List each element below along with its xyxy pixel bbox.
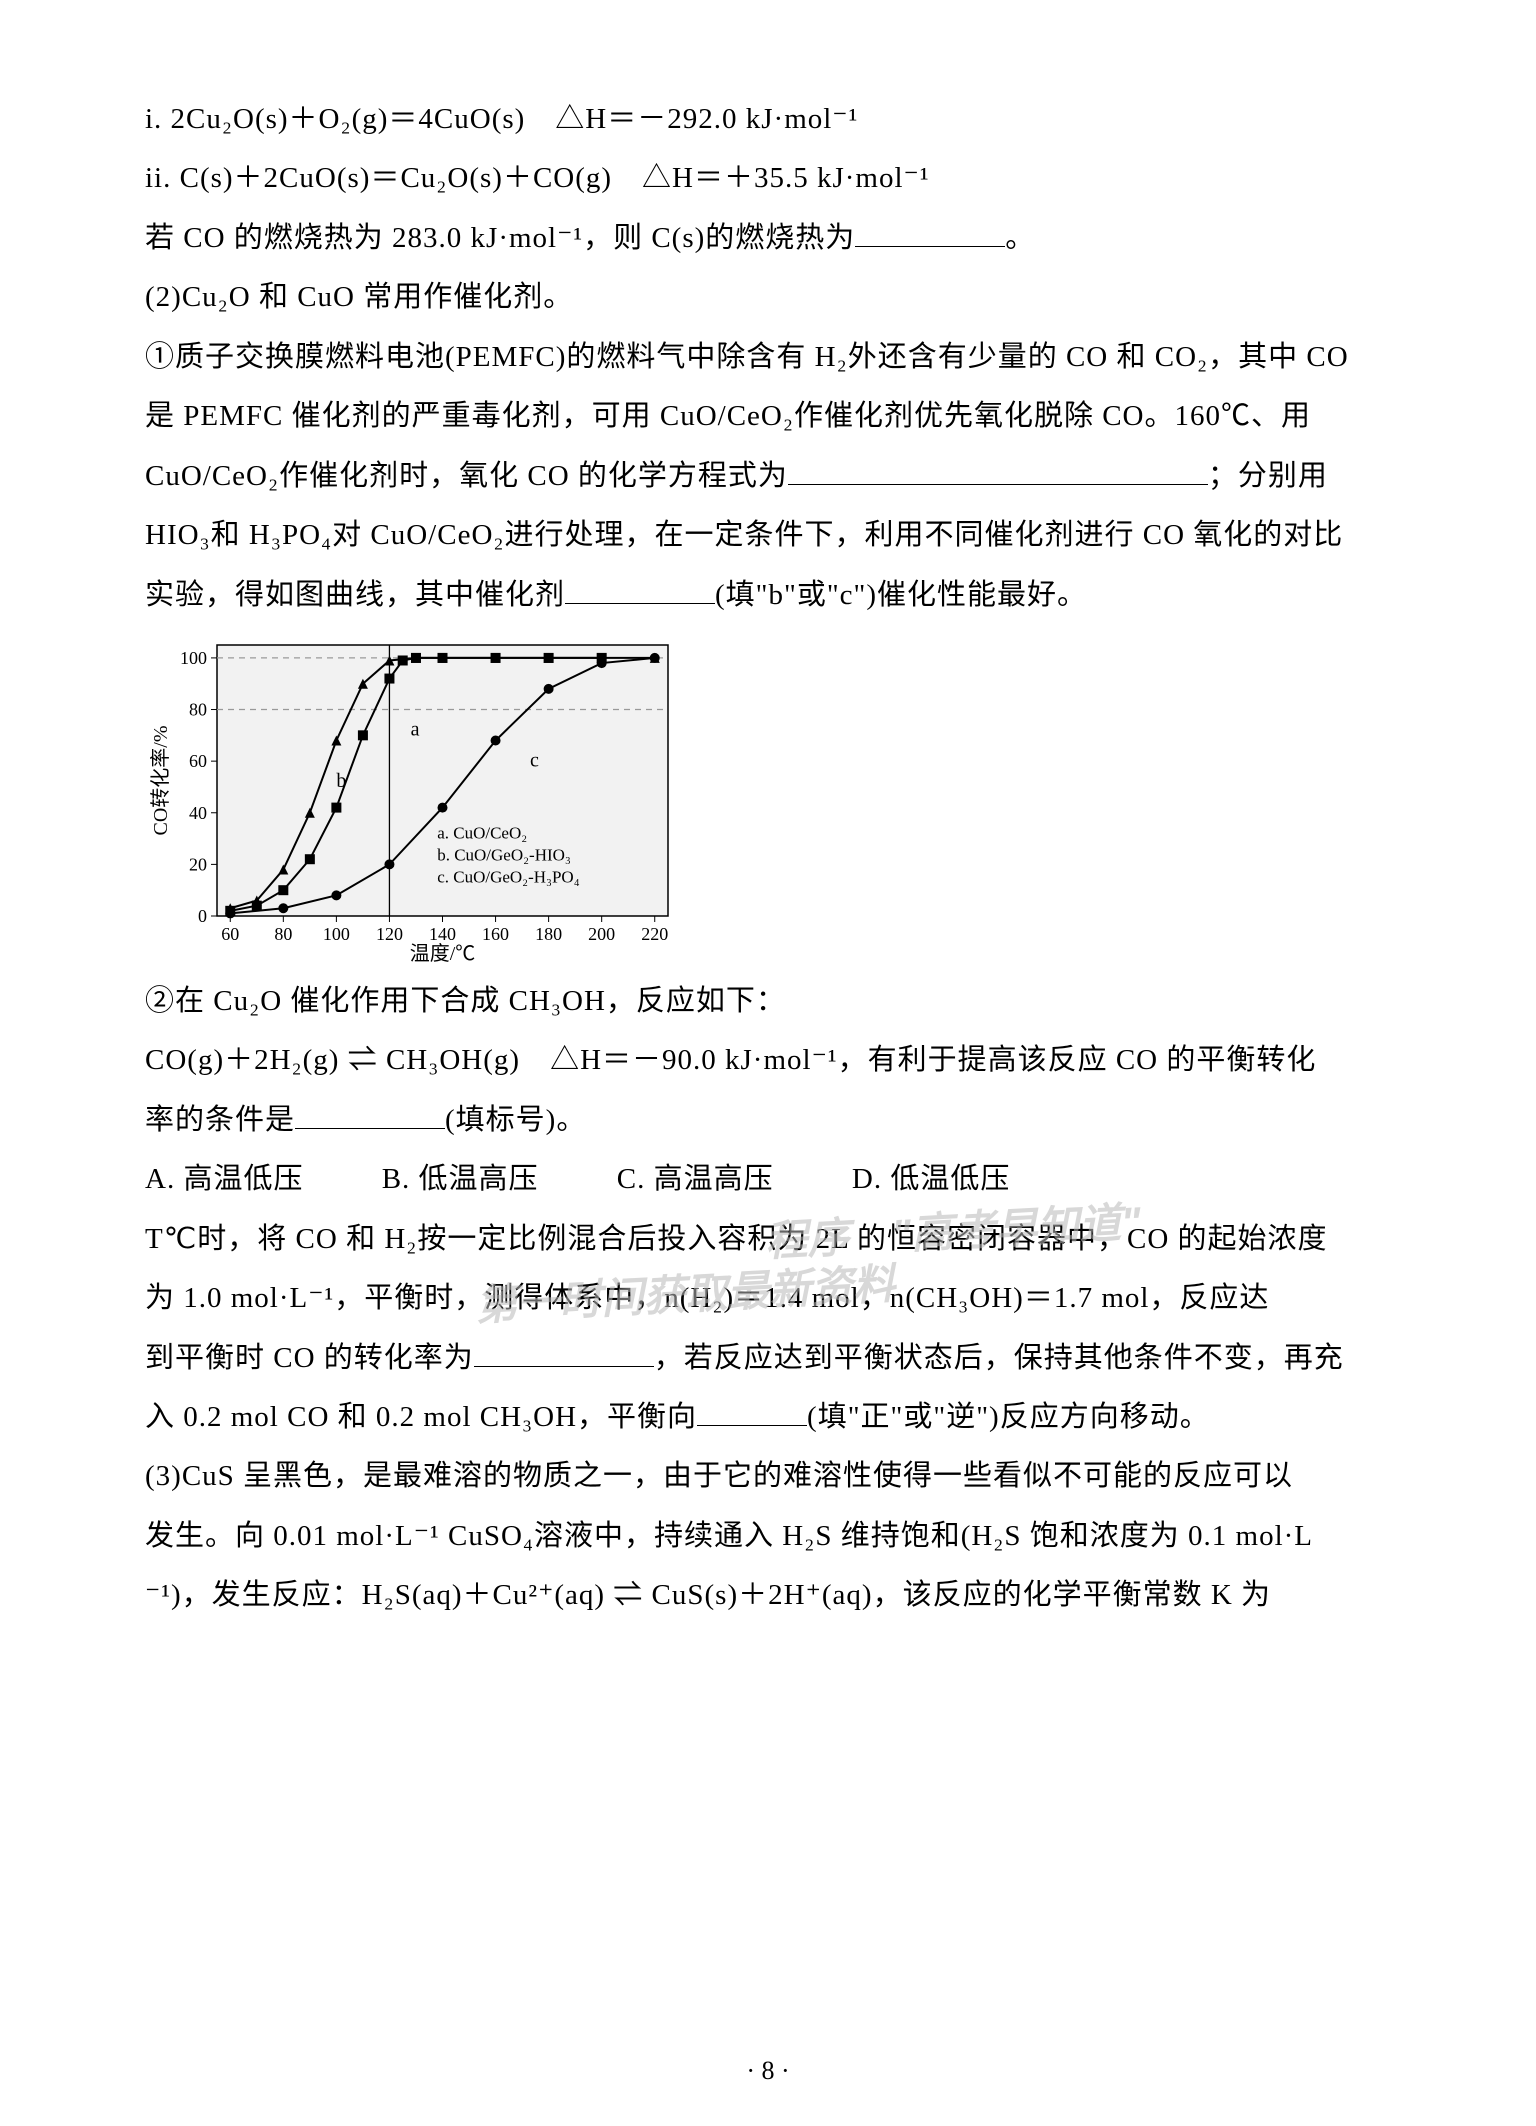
text-line: (3)CuS 呈黑色，是最难溶的物质之一，由于它的难溶性使得一些看似不可能的反应… xyxy=(145,1447,1391,1506)
text: (填标号)。 xyxy=(445,1104,586,1136)
option-c[interactable]: C. 高温高压 xyxy=(617,1150,774,1209)
svg-text:120: 120 xyxy=(376,924,403,944)
svg-text:180: 180 xyxy=(535,924,562,944)
fill-blank[interactable] xyxy=(697,1400,807,1426)
svg-text:60: 60 xyxy=(221,924,239,944)
text-line: ①质子交换膜燃料电池(PEMFC)的燃料气中除含有 H₂外还含有少量的 CO 和… xyxy=(145,328,1391,387)
svg-text:b. CuO/GeO₂-HIO₃: b. CuO/GeO₂-HIO₃ xyxy=(437,846,571,865)
text-line: HIO₃和 H₃PO₄对 CuO/CeO₂进行处理，在一定条件下，利用不同催化剂… xyxy=(145,506,1391,565)
fill-blank[interactable] xyxy=(295,1103,445,1129)
option-b[interactable]: B. 低温高压 xyxy=(382,1150,539,1209)
text-line: 若 CO 的燃烧热为 283.0 kJ·mol⁻¹，则 C(s)的燃烧热为 。 xyxy=(145,209,1391,268)
co-conversion-chart: 60 80 100 120 140 160 180 200 220 0 20 40 60 80 100 温度/… xyxy=(145,633,680,968)
text: 若 CO 的燃烧热为 283.0 kJ·mol⁻¹，则 C(s)的燃烧热为 xyxy=(145,222,855,254)
text: (填"正"或"逆")反应方向移动。 xyxy=(807,1401,1210,1433)
svg-text:40: 40 xyxy=(189,803,207,823)
svg-text:160: 160 xyxy=(482,924,509,944)
fill-blank[interactable] xyxy=(474,1340,654,1366)
text: 到平衡时 CO 的转化率为 xyxy=(145,1342,474,1374)
option-d[interactable]: D. 低温低压 xyxy=(852,1150,1010,1209)
text-line: 实验，得如图曲线，其中催化剂 (填"b"或"c")催化性能最好。 xyxy=(145,566,1391,625)
text-line: 是 PEMFC 催化剂的严重毒化剂，可用 CuO/CeO₂作催化剂优先氧化脱除 … xyxy=(145,387,1391,446)
svg-text:温度/℃: 温度/℃ xyxy=(410,942,476,965)
text: 率的条件是 xyxy=(145,1104,295,1136)
fill-blank[interactable] xyxy=(855,221,1005,247)
mc-options: A. 高温低压 B. 低温高压 C. 高温高压 D. 低温低压 xyxy=(145,1150,1391,1209)
svg-text:140: 140 xyxy=(429,924,456,944)
svg-text:200: 200 xyxy=(588,924,615,944)
svg-text:100: 100 xyxy=(180,648,207,668)
text-line: ⁻¹)，发生反应：H₂S(aq)＋Cu²⁺(aq) ⇌ CuS(s)＋2H⁺(a… xyxy=(145,1566,1391,1625)
page-number: · 8 · xyxy=(0,2056,1536,2086)
text-line: CO(g)＋2H₂(g) ⇌ CH₃OH(g) △H＝－90.0 kJ·mol⁻… xyxy=(145,1031,1391,1090)
text-line: (2)Cu₂O 和 CuO 常用作催化剂。 xyxy=(145,268,1391,327)
text: 实验，得如图曲线，其中催化剂 xyxy=(145,579,565,611)
text-line: 到平衡时 CO 的转化率为 ，若反应达到平衡状态后，保持其他条件不变，再充 xyxy=(145,1329,1391,1388)
chart-svg: 60 80 100 120 140 160 180 200 220 0 20 40 60 80 100 温度/… xyxy=(145,633,680,968)
svg-text:80: 80 xyxy=(274,924,292,944)
text-line: 率的条件是 (填标号)。 xyxy=(145,1091,1391,1150)
svg-text:20: 20 xyxy=(189,854,207,874)
equation-ii: ii. C(s)＋2CuO(s)＝Cu₂O(s)＋CO(g) △H＝＋35.5 … xyxy=(145,149,1391,208)
text: 入 0.2 mol CO 和 0.2 mol CH₃OH，平衡向 xyxy=(145,1401,697,1433)
text-line: CuO/CeO₂作催化剂时，氧化 CO 的化学方程式为 ；分别用 xyxy=(145,447,1391,506)
svg-text:100: 100 xyxy=(323,924,350,944)
svg-text:c. CuO/GeO₂-H₃PO₄: c. CuO/GeO₂-H₃PO₄ xyxy=(437,868,580,887)
svg-text:c: c xyxy=(530,749,539,771)
equation-i: i. 2Cu₂O(s)＋O₂(g)＝4CuO(s) △H＝－292.0 kJ·m… xyxy=(145,90,1391,149)
svg-text:220: 220 xyxy=(641,924,668,944)
option-a[interactable]: A. 高温低压 xyxy=(145,1150,303,1209)
svg-text:60: 60 xyxy=(189,751,207,771)
svg-text:a. CuO/CeO₂: a. CuO/CeO₂ xyxy=(437,824,527,843)
text-line: 发生。向 0.01 mol·L⁻¹ CuSO₄溶液中，持续通入 H₂S 维持饱和… xyxy=(145,1507,1391,1566)
fill-blank[interactable] xyxy=(788,459,1208,485)
text: ；分别用 xyxy=(1208,460,1328,492)
text-line: ②在 Cu₂O 催化作用下合成 CH₃OH，反应如下： xyxy=(145,972,1391,1031)
text-line: 为 1.0 mol·L⁻¹，平衡时，测得体系中，n(H₂)＝1.4 mol，n(… xyxy=(145,1269,1391,1328)
text-line: T℃时，将 CO 和 H₂按一定比例混合后投入容积为 2L 的恒容密闭容器中，C… xyxy=(145,1210,1391,1269)
text: (填"b"或"c")催化性能最好。 xyxy=(715,579,1087,611)
svg-text:CO转化率/%: CO转化率/% xyxy=(149,725,172,835)
text: 。 xyxy=(1005,222,1035,254)
svg-text:b: b xyxy=(336,770,346,792)
text: CuO/CeO₂作催化剂时，氧化 CO 的化学方程式为 xyxy=(145,460,788,492)
text: ，若反应达到平衡状态后，保持其他条件不变，再充 xyxy=(654,1342,1344,1374)
svg-text:a: a xyxy=(411,718,420,740)
svg-text:0: 0 xyxy=(198,906,207,926)
text-line: 入 0.2 mol CO 和 0.2 mol CH₃OH，平衡向 (填"正"或"逆… xyxy=(145,1388,1391,1447)
fill-blank[interactable] xyxy=(565,577,715,603)
svg-text:80: 80 xyxy=(189,699,207,719)
